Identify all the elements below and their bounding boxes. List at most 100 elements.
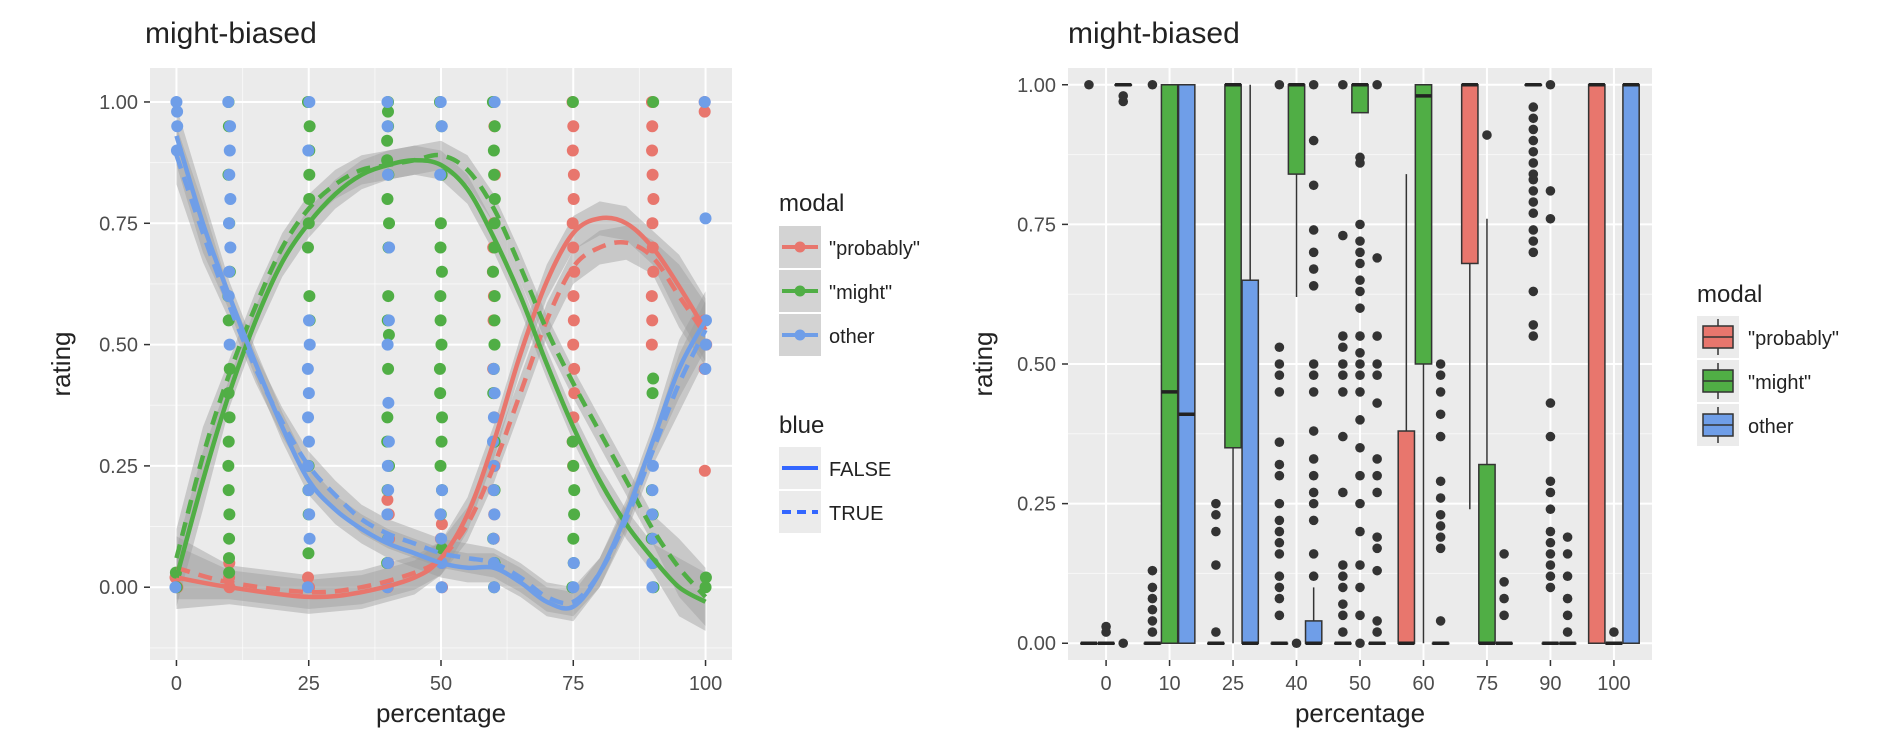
data-point-other: [434, 95, 447, 108]
boxplot-might-40: [1287, 83, 1306, 649]
data-point-other: [381, 168, 394, 181]
legend-title-blue: blue: [779, 412, 824, 439]
outlier-point: [1435, 476, 1446, 487]
x-tick-label: 0: [171, 673, 182, 695]
boxplot-other-0: [1114, 83, 1133, 649]
y-tick-label: 0.50: [1017, 354, 1056, 376]
data-point-might: [302, 547, 315, 560]
outlier-point: [1545, 79, 1556, 90]
outlier-point: [1274, 571, 1285, 582]
outlier-point: [1338, 359, 1348, 369]
data-point-other: [434, 508, 447, 521]
data-point-probably: [645, 338, 658, 351]
outlier-point: [1435, 616, 1446, 626]
data-point-might: [303, 290, 316, 303]
outlier-point: [1545, 504, 1556, 515]
data-point-other: [436, 484, 449, 497]
data-point-other: [224, 120, 237, 133]
outlier-point: [1372, 470, 1382, 481]
box-might: [1160, 84, 1179, 644]
boxplot-might-75: [1478, 130, 1496, 645]
outlier-point: [1308, 571, 1319, 582]
outlier-point: [1274, 537, 1285, 548]
x-tick-label: 100: [1597, 673, 1630, 695]
y-tick-label: 0.25: [1017, 494, 1056, 516]
data-point-other: [646, 532, 659, 545]
data-point-might: [566, 95, 579, 108]
outlier-point: [1562, 532, 1573, 542]
outlier-point: [1562, 549, 1573, 559]
outlier-point: [1211, 498, 1221, 509]
data-point-other: [381, 459, 394, 472]
boxplot-might-60: [1414, 84, 1433, 644]
data-point-probably: [645, 290, 658, 303]
outlier-point: [1528, 135, 1539, 146]
outlier-point: [1274, 526, 1285, 537]
data-point-might: [699, 571, 712, 584]
data-point-might: [223, 532, 236, 545]
data-point-other: [646, 508, 659, 521]
outlier-point: [1435, 431, 1446, 442]
y-tick-label: 0.75: [1017, 214, 1056, 236]
boxplot-other-90: [1558, 532, 1577, 645]
outlier-point: [1545, 476, 1556, 487]
smooth-line-might-true: [174, 152, 708, 599]
outlier-point: [1562, 610, 1573, 621]
outlier-point: [1372, 627, 1382, 637]
boxplot-might-10: [1160, 84, 1179, 644]
outlier-point: [1528, 197, 1539, 207]
boxplot-other-60: [1431, 359, 1450, 645]
right-y-axis-label: rating: [968, 331, 998, 396]
data-point-other: [488, 581, 501, 594]
boxplot-might-50: [1351, 83, 1369, 649]
outlier-point: [1355, 370, 1365, 380]
outlier-point: [1211, 509, 1221, 520]
data-point-might: [435, 338, 448, 351]
right-boxplots: [1080, 79, 1640, 649]
outlier-point: [1355, 526, 1365, 537]
data-point-other: [381, 120, 394, 133]
outlier-point: [1308, 264, 1319, 274]
boxplot-other-50: [1368, 79, 1387, 645]
boxplot-probably-40: [1270, 79, 1289, 645]
outlier-point: [1308, 498, 1319, 509]
data-point-might: [434, 387, 447, 400]
boxplot-other-100: [1622, 83, 1640, 644]
outlier-point: [1435, 521, 1446, 531]
outlier-point: [1338, 331, 1348, 341]
box-might: [1478, 463, 1496, 644]
data-point-other: [223, 144, 236, 157]
data-point-other: [301, 581, 314, 594]
x-tick-label: 50: [1349, 673, 1371, 695]
data-point-probably: [568, 362, 581, 375]
outlier-point: [1308, 180, 1319, 191]
outlier-point: [1528, 146, 1539, 157]
data-point-probably: [381, 493, 394, 506]
outlier-point: [1355, 258, 1365, 269]
data-point-probably: [646, 217, 659, 230]
data-point-other: [302, 387, 315, 400]
data-point-other: [699, 338, 712, 351]
outlier-point: [1084, 79, 1094, 90]
y-tick-label: 0.50: [99, 335, 138, 357]
data-point-might: [568, 484, 581, 497]
data-point-probably: [567, 168, 580, 181]
outlier-point: [1211, 526, 1221, 537]
data-point-probably: [568, 265, 581, 278]
left-smooth-lines: [174, 135, 708, 611]
outlier-point: [1147, 79, 1158, 90]
x-tick-label: 60: [1412, 673, 1434, 695]
data-point-other: [435, 581, 448, 594]
data-point-probably: [435, 518, 448, 531]
data-point-might: [646, 387, 659, 400]
boxplot-probably-75: [1460, 83, 1479, 510]
outlier-point: [1545, 582, 1556, 593]
data-point-probably: [646, 314, 659, 327]
data-point-other: [302, 435, 315, 448]
legend-label-probably: "probably": [1748, 328, 1839, 350]
outlier-point: [1147, 593, 1158, 604]
outlier-point: [1545, 560, 1556, 570]
smooth-line-probably-true: [175, 239, 708, 595]
x-tick-label: 10: [1158, 673, 1180, 695]
